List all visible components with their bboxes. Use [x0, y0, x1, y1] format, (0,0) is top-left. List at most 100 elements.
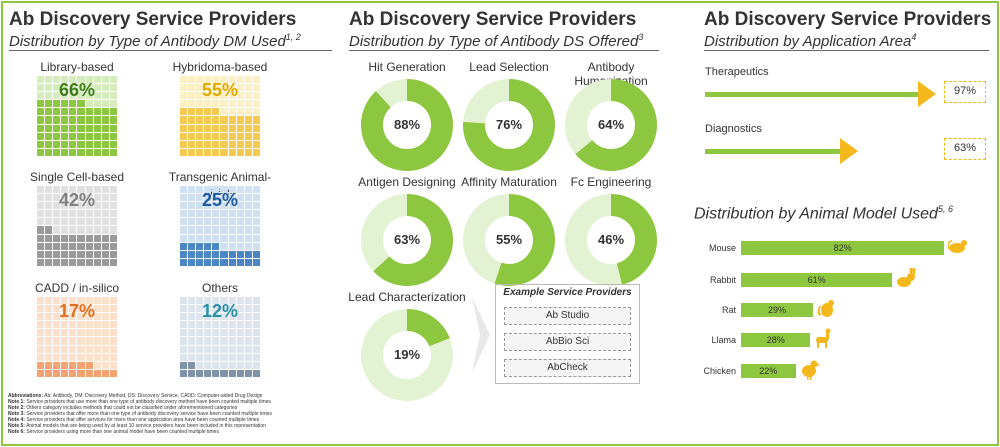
waffle-cell — [93, 345, 101, 353]
waffle-cell — [77, 108, 85, 116]
animal-label: Llama — [711, 335, 736, 345]
waffle-cell — [77, 321, 85, 329]
waffle-cell — [93, 116, 101, 124]
donut-arc — [565, 194, 657, 286]
waffle-cell — [53, 92, 61, 100]
donut-ring — [361, 79, 453, 171]
waffle-cell — [188, 321, 196, 329]
waffle-cell — [37, 132, 45, 140]
waffle-cell — [188, 369, 196, 377]
waffle-cell — [53, 194, 61, 202]
waffle-cell — [69, 100, 77, 108]
waffle-cell — [101, 305, 109, 313]
waffle-cell — [37, 108, 45, 116]
waffle-cell — [61, 218, 69, 226]
waffle-cell — [101, 194, 109, 202]
donut-arc — [361, 194, 453, 286]
waffle-cell — [85, 305, 93, 313]
waffle-cell — [180, 321, 188, 329]
waffle-cell — [85, 140, 93, 148]
waffle-cell — [204, 218, 212, 226]
donut-label: Antigen Designing — [358, 175, 456, 189]
waffle-cell — [85, 124, 93, 132]
waffle-cell — [188, 297, 196, 305]
footnote-text: Animal models that are being used by at … — [24, 423, 266, 429]
waffle-cell — [101, 242, 109, 250]
waffle-cell — [53, 84, 61, 92]
waffle-cell — [244, 345, 252, 353]
waffle-cell — [45, 353, 53, 361]
waffle-cell — [37, 186, 45, 194]
waffle-cell — [228, 218, 236, 226]
waffle-cell — [93, 148, 101, 156]
footnote-line: Note 5: Animal models that are being use… — [8, 423, 338, 429]
waffle-cell — [236, 210, 244, 218]
waffle-cell — [101, 345, 109, 353]
waffle-cell — [85, 100, 93, 108]
waffle-cell — [188, 100, 196, 108]
waffle-cell — [109, 218, 117, 226]
waffle-cell — [244, 132, 252, 140]
footnote-key: Abbreviations: — [8, 393, 44, 399]
waffle-cell — [53, 258, 61, 266]
waffle-cell — [45, 108, 53, 116]
waffle-cell — [85, 353, 93, 361]
waffle-cell — [188, 218, 196, 226]
waffle-cell — [212, 329, 220, 337]
footnote-key: Note 3: — [8, 411, 25, 417]
waffle-cell — [93, 361, 101, 369]
waffle-cell — [93, 132, 101, 140]
waffle-cell — [101, 369, 109, 377]
waffle-cell — [220, 337, 228, 345]
waffle-cell — [204, 369, 212, 377]
waffle-cell — [85, 132, 93, 140]
donut-ring — [565, 194, 657, 286]
waffle-cell — [204, 258, 212, 266]
waffle-cell — [188, 124, 196, 132]
waffle-cell — [180, 297, 188, 305]
donut-label: Affinity Maturation — [461, 175, 557, 189]
waffle-cell — [212, 218, 220, 226]
waffle-cell — [228, 76, 236, 84]
waffle-cell — [180, 186, 188, 194]
waffle-cell — [212, 76, 220, 84]
waffle-cell — [196, 100, 204, 108]
waffle-cell — [220, 353, 228, 361]
waffle-cell — [236, 76, 244, 84]
waffle-cell — [252, 132, 260, 140]
waffle-cell — [85, 210, 93, 218]
waffle-cell — [244, 202, 252, 210]
waffle-cell — [45, 369, 53, 377]
waffle-cell — [61, 132, 69, 140]
waffle-percent: 17% — [58, 301, 96, 321]
panel1-title: Ab Discovery Service Providers — [9, 9, 297, 30]
animal-bar — [741, 241, 945, 255]
waffle-cell — [85, 148, 93, 156]
waffle-cell — [196, 313, 204, 321]
waffle-cell — [61, 124, 69, 132]
waffle-cell — [228, 194, 236, 202]
waffle-cell — [101, 361, 109, 369]
waffle-cell — [77, 361, 85, 369]
waffle-cell — [180, 116, 188, 124]
waffle-cell — [252, 76, 260, 84]
waffle-cell — [252, 108, 260, 116]
waffle-cell — [204, 92, 212, 100]
waffle-cell — [252, 361, 260, 369]
waffle-cell — [53, 305, 61, 313]
donut-ring — [463, 194, 555, 286]
waffle-cell — [69, 329, 77, 337]
waffle-cell — [228, 132, 236, 140]
waffle-cell — [236, 313, 244, 321]
waffle-cell — [220, 76, 228, 84]
waffle-cell — [196, 305, 204, 313]
waffle-cell — [188, 140, 196, 148]
waffle-cell — [37, 258, 45, 266]
waffle-cell — [244, 148, 252, 156]
waffle-cell — [45, 124, 53, 132]
waffle-cell — [244, 140, 252, 148]
waffle-percent: 25% — [201, 190, 239, 210]
donut-arc — [361, 309, 453, 401]
waffle-cell — [69, 76, 77, 84]
waffle-cell — [196, 337, 204, 345]
